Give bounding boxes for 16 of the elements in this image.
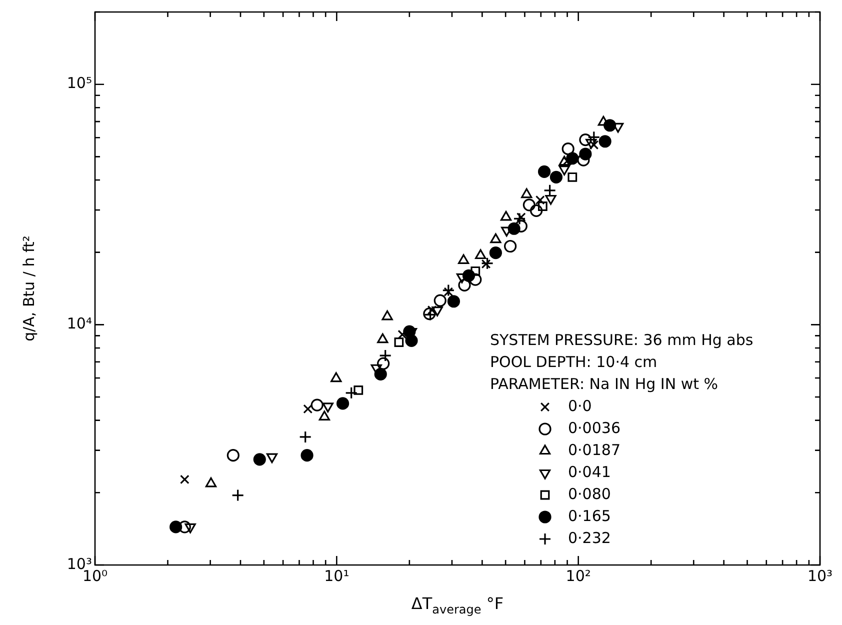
- annotation: SYSTEM PRESSURE: 36 mm Hg abs: [490, 330, 754, 349]
- legend-label: 0·232: [568, 528, 611, 547]
- y-tick-label: 10⁴: [66, 314, 92, 333]
- legend-label: 0·0187: [568, 440, 620, 459]
- legend-label: 0·0036: [568, 418, 620, 437]
- x-tick-label: 10¹: [324, 566, 350, 585]
- legend-label: 0·165: [568, 506, 611, 525]
- x-tick-label: 10³: [807, 566, 833, 585]
- y-tick-label: 10⁵: [66, 74, 92, 92]
- annotation: POOL DEPTH: 10·4 cm: [490, 352, 658, 371]
- x-tick-label: 10²: [566, 566, 591, 585]
- legend-label: 0·0: [568, 396, 592, 415]
- legend-title: PARAMETER: Na IN Hg IN wt %: [490, 374, 718, 393]
- y-axis-title: q/A, Btu / h ft²: [20, 236, 38, 342]
- legend-label: 0·041: [568, 462, 611, 481]
- legend-label: 0·080: [568, 484, 611, 503]
